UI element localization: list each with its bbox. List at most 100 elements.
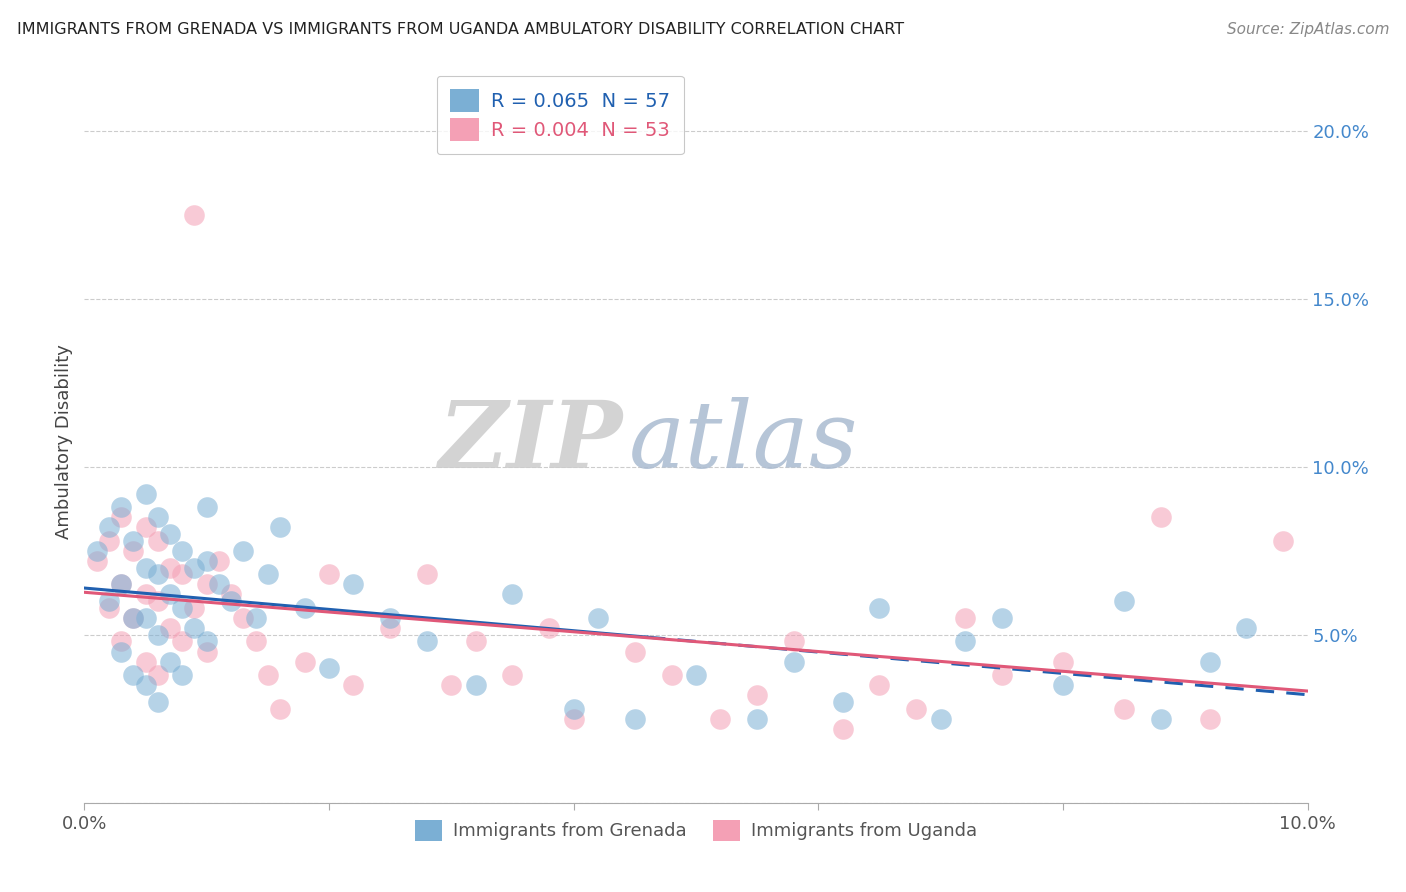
Point	[1150, 510, 1173, 524]
Point	[416, 567, 439, 582]
Point	[991, 611, 1014, 625]
Text: ZIP: ZIP	[439, 397, 623, 486]
Point	[122, 611, 145, 625]
Point	[110, 577, 132, 591]
Point	[1150, 712, 1173, 726]
Point	[1114, 594, 1136, 608]
Point	[110, 500, 132, 514]
Point	[294, 655, 316, 669]
Point	[183, 560, 205, 574]
Point	[110, 510, 132, 524]
Point	[146, 594, 169, 608]
Point	[146, 628, 169, 642]
Point	[97, 533, 120, 548]
Point	[159, 655, 181, 669]
Point	[562, 702, 585, 716]
Point	[869, 678, 891, 692]
Point	[135, 655, 157, 669]
Point	[318, 661, 340, 675]
Point	[219, 587, 242, 601]
Point	[195, 577, 218, 591]
Point	[294, 600, 316, 615]
Point	[624, 712, 647, 726]
Point	[195, 644, 218, 658]
Point	[953, 611, 976, 625]
Point	[380, 611, 402, 625]
Point	[110, 644, 132, 658]
Text: IMMIGRANTS FROM GRENADA VS IMMIGRANTS FROM UGANDA AMBULATORY DISABILITY CORRELAT: IMMIGRANTS FROM GRENADA VS IMMIGRANTS FR…	[17, 22, 904, 37]
Point	[183, 621, 205, 635]
Point	[342, 577, 364, 591]
Point	[146, 695, 169, 709]
Text: atlas: atlas	[628, 397, 858, 486]
Point	[269, 702, 291, 716]
Point	[159, 560, 181, 574]
Point	[183, 208, 205, 222]
Point	[1114, 702, 1136, 716]
Point	[562, 712, 585, 726]
Point	[747, 688, 769, 702]
Point	[183, 600, 205, 615]
Point	[195, 554, 218, 568]
Point	[905, 702, 928, 716]
Point	[869, 600, 891, 615]
Point	[318, 567, 340, 582]
Point	[685, 668, 707, 682]
Point	[245, 634, 267, 648]
Point	[122, 668, 145, 682]
Point	[208, 554, 231, 568]
Point	[1198, 655, 1220, 669]
Point	[122, 543, 145, 558]
Point	[502, 668, 524, 682]
Point	[232, 611, 254, 625]
Point	[783, 655, 806, 669]
Point	[953, 634, 976, 648]
Point	[747, 712, 769, 726]
Point	[1272, 533, 1295, 548]
Point	[172, 634, 194, 648]
Point	[380, 621, 402, 635]
Point	[146, 668, 169, 682]
Point	[135, 611, 157, 625]
Point	[195, 634, 218, 648]
Point	[172, 567, 194, 582]
Point	[624, 644, 647, 658]
Point	[416, 634, 439, 648]
Point	[219, 594, 242, 608]
Point	[110, 634, 132, 648]
Point	[464, 678, 486, 692]
Point	[135, 560, 157, 574]
Point	[661, 668, 683, 682]
Point	[135, 520, 157, 534]
Point	[97, 520, 120, 534]
Point	[269, 520, 291, 534]
Point	[831, 722, 853, 736]
Point	[208, 577, 231, 591]
Point	[135, 678, 157, 692]
Point	[1052, 655, 1074, 669]
Point	[146, 533, 169, 548]
Point	[86, 543, 108, 558]
Point	[783, 634, 806, 648]
Point	[110, 577, 132, 591]
Point	[159, 587, 181, 601]
Point	[97, 600, 120, 615]
Point	[146, 510, 169, 524]
Point	[122, 533, 145, 548]
Point	[257, 668, 280, 682]
Point	[135, 587, 157, 601]
Point	[159, 527, 181, 541]
Point	[146, 567, 169, 582]
Point	[464, 634, 486, 648]
Text: Source: ZipAtlas.com: Source: ZipAtlas.com	[1226, 22, 1389, 37]
Point	[172, 600, 194, 615]
Point	[991, 668, 1014, 682]
Point	[195, 500, 218, 514]
Point	[1198, 712, 1220, 726]
Point	[929, 712, 952, 726]
Point	[831, 695, 853, 709]
Legend: Immigrants from Grenada, Immigrants from Uganda: Immigrants from Grenada, Immigrants from…	[408, 813, 984, 848]
Point	[342, 678, 364, 692]
Point	[440, 678, 463, 692]
Point	[122, 611, 145, 625]
